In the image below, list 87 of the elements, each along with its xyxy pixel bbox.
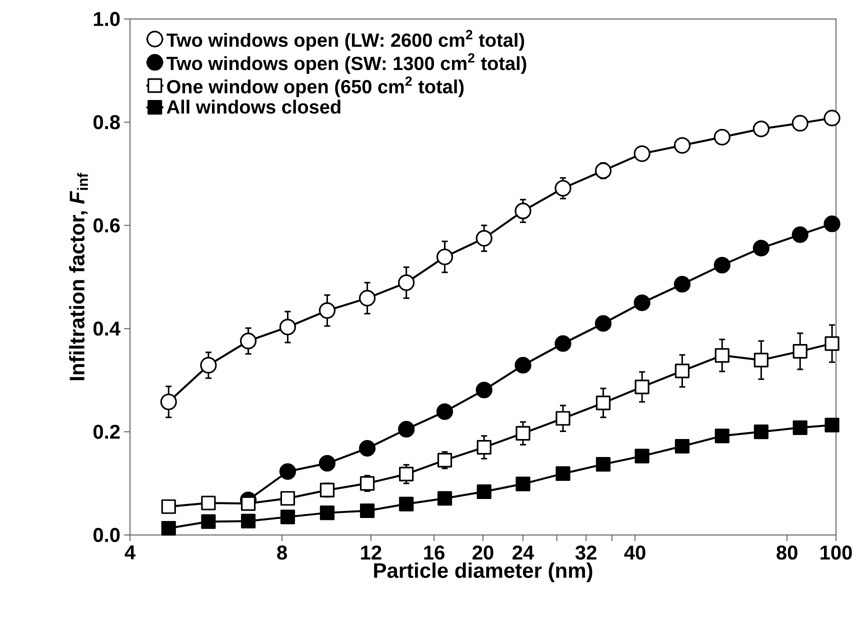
point — [754, 352, 768, 368]
x-tick-label: 24 — [512, 546, 534, 560]
point — [398, 274, 415, 291]
y-tick-label: 0.2 — [93, 424, 120, 439]
point — [754, 424, 768, 440]
point — [514, 202, 532, 220]
point — [398, 420, 415, 438]
point — [201, 496, 216, 510]
x-tick-label: 4 — [124, 546, 136, 560]
point — [279, 463, 296, 480]
legend-label: Two windows open (LW: 2600 cm$^{2}$ total) — [166, 30, 524, 51]
point — [320, 482, 335, 498]
point — [161, 499, 176, 514]
point — [714, 256, 730, 274]
y-tick-label: 1.0 — [94, 12, 120, 26]
point — [318, 454, 336, 472]
point — [280, 491, 296, 506]
legend-label: Two windows open (SW: 1300 cm$^{2}$ total) — [166, 53, 526, 74]
point — [201, 514, 216, 529]
point — [476, 382, 492, 398]
point — [674, 137, 691, 154]
point — [160, 394, 177, 410]
point — [634, 294, 650, 312]
point — [360, 503, 375, 518]
point — [596, 396, 611, 410]
point — [476, 230, 492, 247]
point — [358, 440, 376, 457]
point — [792, 114, 808, 132]
point — [594, 315, 612, 332]
point — [240, 332, 257, 350]
point — [280, 510, 296, 524]
x-tick-label: 8 — [277, 546, 287, 560]
point — [556, 466, 570, 481]
point — [674, 276, 691, 293]
point — [476, 440, 492, 455]
point — [320, 506, 335, 520]
point — [714, 128, 730, 146]
point — [437, 491, 452, 506]
point — [554, 335, 572, 352]
legend-label: All windows closed — [166, 100, 340, 114]
x-tick-label: 20 — [472, 546, 494, 560]
point — [714, 428, 730, 444]
point — [200, 356, 217, 374]
x-tick-label: 16 — [424, 546, 444, 560]
point — [752, 120, 770, 138]
point — [714, 348, 730, 363]
point — [792, 226, 808, 243]
point — [516, 476, 530, 492]
point — [634, 448, 650, 464]
y-tick-label: 0.6 — [93, 218, 120, 232]
x-tick-label: 100 — [820, 546, 852, 560]
point — [516, 426, 530, 441]
x-tick-label: 12 — [361, 546, 382, 560]
point — [554, 180, 572, 197]
point — [594, 162, 612, 179]
point — [634, 145, 650, 162]
point — [318, 302, 336, 319]
point — [399, 466, 414, 482]
point — [556, 411, 570, 426]
y-tick-label: 0.0 — [93, 528, 120, 542]
point — [437, 452, 452, 468]
x-tick-label: 32 — [575, 546, 596, 560]
point — [634, 380, 650, 394]
x-axis-title: Particle diameter (nm) — [374, 562, 592, 582]
y-tick-label: 0.8 — [93, 115, 120, 130]
point — [792, 420, 808, 435]
point — [476, 484, 492, 499]
point — [674, 364, 690, 378]
point — [436, 248, 454, 266]
point — [752, 240, 770, 256]
point — [161, 520, 176, 536]
point — [279, 318, 296, 336]
y-axis-title: Infiltration factor, F$_{inf}$ — [69, 172, 88, 380]
point — [360, 476, 375, 491]
point — [240, 496, 256, 511]
point — [596, 457, 611, 472]
point — [240, 514, 256, 528]
point — [792, 344, 808, 359]
point — [436, 403, 454, 420]
point — [514, 356, 532, 374]
point — [399, 496, 414, 512]
point — [358, 290, 376, 306]
y-tick-label: 0.4 — [93, 322, 120, 336]
point — [674, 438, 690, 454]
legend-label: One window open (650 cm$^{2}$ total) — [167, 76, 464, 98]
x-tick-label: 40 — [624, 546, 646, 560]
x-tick-label: 80 — [776, 546, 798, 560]
